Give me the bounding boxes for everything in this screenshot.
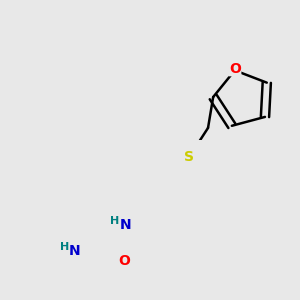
Text: S: S (184, 150, 194, 164)
Text: H: H (110, 216, 119, 226)
Text: N: N (120, 218, 131, 232)
Text: H: H (60, 242, 70, 252)
Text: O: O (119, 254, 130, 268)
Text: N: N (68, 244, 80, 259)
Text: O: O (229, 61, 241, 76)
